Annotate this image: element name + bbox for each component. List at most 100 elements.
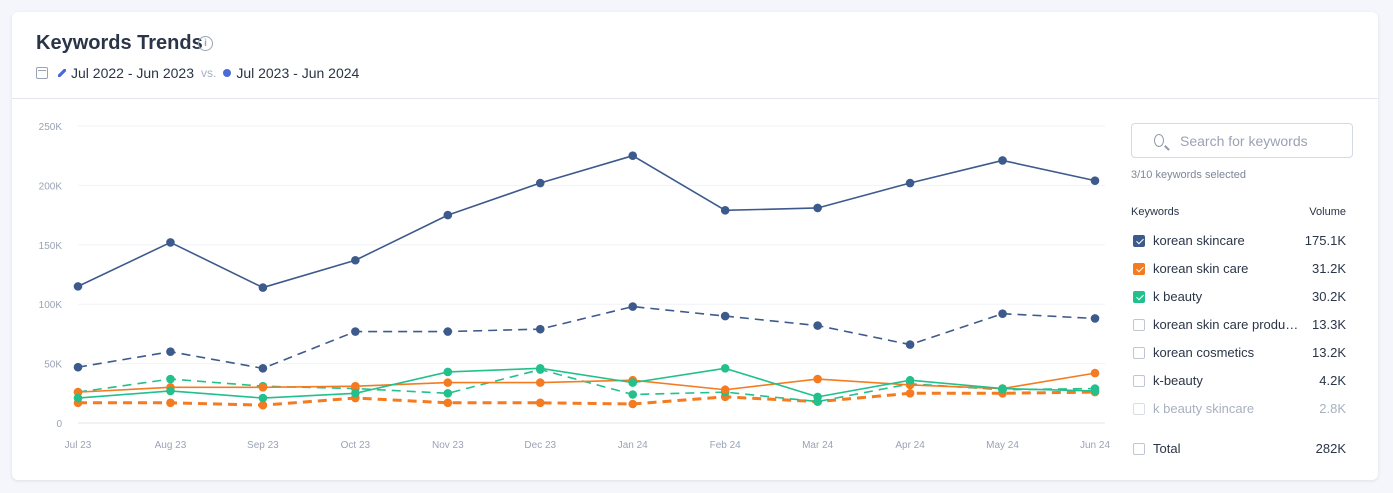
data-point <box>73 393 83 403</box>
keyword-row[interactable]: korean skincare 175.1K <box>1131 232 1346 252</box>
keyword-row[interactable]: korean skin care 31.2K <box>1131 260 1346 280</box>
keyword-checkbox[interactable] <box>1133 319 1145 331</box>
keyword-label: korean skin care products <box>1153 317 1301 332</box>
total-row[interactable]: Total 282K <box>1131 440 1346 460</box>
keyword-checkbox[interactable] <box>1133 347 1145 359</box>
keyword-label: k-beauty <box>1153 373 1203 388</box>
keyword-label: korean cosmetics <box>1153 345 1255 360</box>
keyword-row[interactable]: korean skin care products 13.3K <box>1131 316 1346 336</box>
dashed-line-icon <box>58 69 66 77</box>
keyword-checkbox[interactable] <box>1133 403 1145 415</box>
data-point <box>628 390 638 399</box>
period-previous: Jul 2022 - Jun 2023 <box>71 65 194 81</box>
card-header: Keywords Trends i Jul 2022 - Jun 2023 vs… <box>12 12 1378 99</box>
x-tick-label: Aug 23 <box>155 440 187 451</box>
total-checkbox[interactable] <box>1133 443 1145 455</box>
info-icon[interactable]: i <box>198 36 213 51</box>
keyword-label: korean skin care <box>1153 261 1249 276</box>
data-point <box>998 309 1007 319</box>
data-point <box>351 389 360 398</box>
period-vs: vs. <box>200 66 217 80</box>
keyword-row[interactable]: k-beauty 4.2K <box>1131 372 1346 392</box>
data-point <box>443 367 453 377</box>
data-point <box>535 178 545 188</box>
data-point <box>351 381 360 391</box>
data-point <box>905 375 915 385</box>
x-tick-label: Jan 24 <box>618 440 648 451</box>
data-point <box>166 347 175 357</box>
x-tick-label: Feb 24 <box>710 440 742 451</box>
search-box[interactable] <box>1131 123 1353 158</box>
selection-count: 3/10 keywords selected <box>1131 169 1246 181</box>
data-point <box>1090 176 1100 185</box>
keyword-volume: 30.2K <box>1312 289 1346 304</box>
keyword-row[interactable]: korean cosmetics 13.2K <box>1131 344 1346 364</box>
x-tick-label: Sep 23 <box>247 440 279 451</box>
calendar-icon <box>36 67 48 79</box>
keyword-checkbox[interactable] <box>1133 235 1145 247</box>
y-tick-label: 0 <box>56 419 62 430</box>
search-input[interactable] <box>1178 131 1352 150</box>
data-point <box>258 393 268 403</box>
y-tick-label: 250K <box>39 122 63 133</box>
x-tick-label: May 24 <box>986 440 1019 451</box>
keyword-checkbox[interactable] <box>1133 291 1145 303</box>
data-point <box>443 210 453 220</box>
card-title: Keywords Trends <box>36 32 203 54</box>
keyword-volume: 13.3K <box>1312 317 1346 332</box>
data-point <box>628 378 638 387</box>
keyword-checkbox[interactable] <box>1133 263 1145 275</box>
keywords-trends-card: Keywords Trends i Jul 2022 - Jun 2023 vs… <box>12 12 1378 480</box>
x-tick-label: Oct 23 <box>341 440 371 451</box>
data-point <box>166 374 175 384</box>
data-point <box>813 374 822 384</box>
data-point <box>720 385 730 395</box>
series-line <box>77 305 1096 370</box>
keyword-checkbox[interactable] <box>1133 375 1145 387</box>
data-point <box>905 178 915 188</box>
solid-dot-icon <box>223 69 232 77</box>
series-line <box>78 390 1096 407</box>
period-current: Jul 2023 - Jun 2024 <box>236 65 360 81</box>
data-point <box>720 311 730 321</box>
data-point <box>73 362 83 372</box>
period-comparison[interactable]: Jul 2022 - Jun 2023 vs. Jul 2023 - Jun 2… <box>36 65 359 81</box>
series-line <box>77 367 1096 399</box>
keyword-volume: 4.2K <box>1319 373 1346 388</box>
data-point <box>905 340 915 349</box>
keyword-label: korean skincare <box>1153 233 1245 248</box>
data-point <box>720 364 730 373</box>
data-point <box>166 386 175 396</box>
data-point <box>166 398 175 408</box>
x-tick-label: Dec 23 <box>524 440 556 451</box>
data-point <box>1090 314 1100 323</box>
data-point <box>443 389 453 398</box>
keyword-row[interactable]: k beauty skincare 2.8K <box>1131 400 1346 420</box>
keyword-label: k beauty skincare <box>1153 401 1255 416</box>
data-point <box>258 364 268 373</box>
data-point <box>998 384 1007 393</box>
data-point <box>535 378 545 387</box>
volume-column-header: Volume <box>1309 206 1346 218</box>
data-point <box>443 327 453 336</box>
data-point <box>535 364 545 373</box>
data-point <box>813 203 822 213</box>
data-point <box>535 324 545 334</box>
data-point <box>73 282 83 291</box>
keyword-volume: 31.2K <box>1312 261 1346 276</box>
data-point <box>443 378 453 387</box>
x-tick-label: Jun 24 <box>1080 440 1110 451</box>
total-label: Total <box>1153 441 1181 456</box>
series-line <box>77 154 1096 289</box>
x-tick-label: Jul 23 <box>65 440 92 451</box>
data-point <box>258 283 268 292</box>
trend-chart: 0 50K 100K 150K 200K 250K Jul 23 Aug 23 Sep 23 Oc… <box>39 122 1111 451</box>
data-point <box>258 400 268 410</box>
data-point <box>720 206 730 215</box>
search-icon <box>1154 134 1164 147</box>
data-point <box>628 399 638 409</box>
keyword-row[interactable]: k beauty 30.2K <box>1131 288 1346 308</box>
x-tick-label: Mar 24 <box>802 440 834 451</box>
data-point <box>628 302 638 311</box>
data-point <box>351 327 360 336</box>
